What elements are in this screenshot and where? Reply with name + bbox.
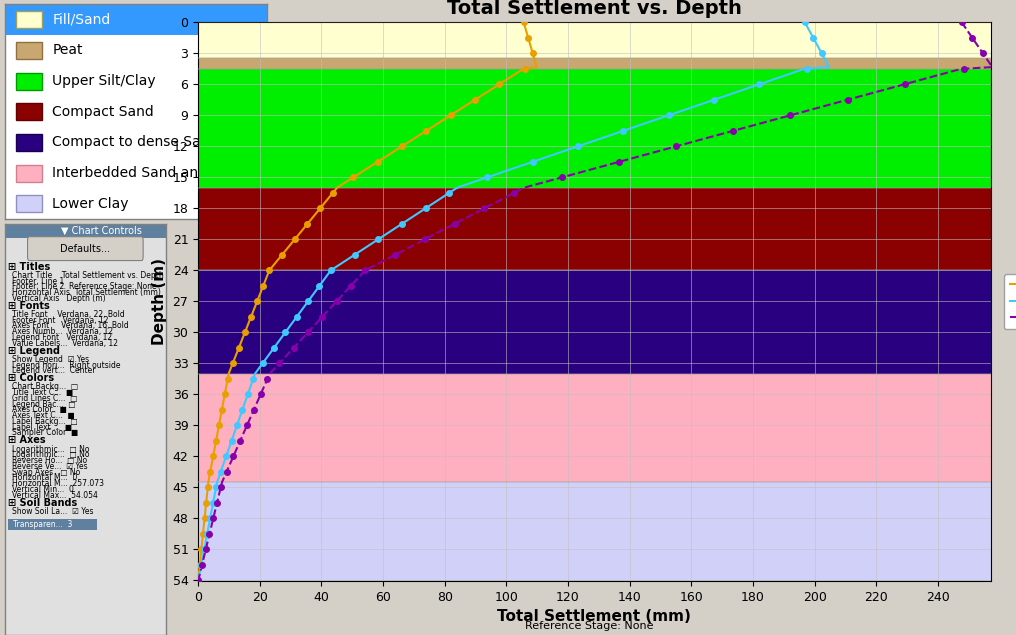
Text: Interbedded Sand and Silt: Interbedded Sand and Silt (52, 166, 234, 180)
Text: Chart Backg...  □: Chart Backg... □ (11, 382, 77, 391)
Text: Upper Silt/Clay: Upper Silt/Clay (52, 74, 155, 88)
Bar (198, 69, 991, 187)
Text: Legend vert...  Center: Legend vert... Center (11, 366, 96, 375)
Text: Vertical Axis   Depth (m): Vertical Axis Depth (m) (11, 294, 105, 303)
Bar (198, 374, 991, 482)
Text: Compact to dense Sand: Compact to dense Sand (52, 135, 218, 149)
Bar (5, 224, 166, 238)
Title: Total Settlement vs. Depth: Total Settlement vs. Depth (447, 0, 742, 18)
Text: Show Legend  ☑ Yes: Show Legend ☑ Yes (11, 355, 88, 364)
Bar (15, 42, 42, 59)
Y-axis label: Depth (m): Depth (m) (152, 258, 167, 345)
Text: ⊞ Soil Bands: ⊞ Soil Bands (8, 497, 77, 507)
Text: Horizontal M...  0: Horizontal M... 0 (11, 473, 77, 483)
Text: Legend Font   Verdana, 12: Legend Font Verdana, 12 (11, 333, 112, 342)
Text: Reverse Ho...  □ No: Reverse Ho... □ No (11, 456, 86, 465)
Text: Vertical Min...  0: Vertical Min... 0 (11, 485, 73, 494)
Bar (5, 4, 267, 35)
Bar (198, 271, 991, 374)
Text: ▼ Chart Controls: ▼ Chart Controls (61, 225, 142, 236)
Text: Label Text ...  ■: Label Text ... ■ (11, 423, 71, 432)
Text: ⊞ Fonts: ⊞ Fonts (8, 301, 50, 311)
Text: Axes Font     Verdana, 16, Bold: Axes Font Verdana, 16, Bold (11, 321, 128, 330)
Text: Logarithmic...  □ No: Logarithmic... □ No (11, 444, 89, 453)
Text: Legend hori...  Right outside: Legend hori... Right outside (11, 361, 120, 370)
Legend: Query Point 4 (Stage 4 = 7 mon), Query Point 4 (Stage 7 = 18 mon), Query Point 4: Query Point 4 (Stage 4 = 7 mon), Query P… (1004, 274, 1016, 329)
Text: Value Labels...  Verdana, 12: Value Labels... Verdana, 12 (11, 338, 118, 348)
Bar (15, 11, 42, 28)
Text: ⊞ Titles: ⊞ Titles (8, 262, 51, 272)
Text: Grid Lines C...  □: Grid Lines C... □ (11, 394, 77, 403)
Text: Horizontal Axis  Total Settlement (mm): Horizontal Axis Total Settlement (mm) (11, 288, 161, 297)
Text: Logarithmic...  □ No: Logarithmic... □ No (11, 450, 89, 459)
Text: Axes Numb...  Verdana, 12: Axes Numb... Verdana, 12 (11, 327, 113, 337)
Text: Legend Bac...  □: Legend Bac... □ (11, 399, 75, 409)
Text: Compact Sand: Compact Sand (52, 105, 154, 119)
Text: Footer, Line 2  Reference Stage: None: Footer, Line 2 Reference Stage: None (11, 283, 156, 291)
Text: Transparen...  3: Transparen... 3 (13, 520, 72, 529)
Text: Defaults...: Defaults... (60, 244, 111, 253)
Text: Footer, Line 1: Footer, Line 1 (11, 277, 64, 286)
Text: Axes Color   ■: Axes Color ■ (11, 405, 66, 415)
Text: Swap Axes   □ No: Swap Axes □ No (11, 467, 79, 476)
Text: ⊞ Axes: ⊞ Axes (8, 436, 46, 445)
Bar (15, 134, 42, 151)
Text: ⊞ Legend: ⊞ Legend (8, 345, 60, 356)
FancyBboxPatch shape (27, 237, 143, 260)
Text: Peat: Peat (52, 43, 82, 57)
Text: Lower Clay: Lower Clay (52, 197, 129, 211)
Text: ⊞ Colors: ⊞ Colors (8, 373, 55, 384)
Text: Axes Text C...  ■: Axes Text C... ■ (11, 411, 74, 420)
Text: Show Soil La...  ☑ Yes: Show Soil La... ☑ Yes (11, 507, 93, 516)
Bar (198, 22, 991, 58)
Bar (198, 482, 991, 581)
Bar (15, 104, 42, 120)
Text: Footer Font   Verdana, 12: Footer Font Verdana, 12 (11, 316, 108, 324)
Text: Sampler Color  ■: Sampler Color ■ (11, 429, 78, 438)
Text: Label Backg...  □: Label Backg... □ (11, 417, 77, 426)
Text: Title Text C...  ■: Title Text C... ■ (11, 388, 73, 397)
Bar (198, 58, 991, 69)
Text: Reverse Ve...  ☑ Yes: Reverse Ve... ☑ Yes (11, 462, 87, 471)
Bar (15, 72, 42, 90)
Text: Fill/Sand: Fill/Sand (52, 13, 111, 27)
Bar (198, 187, 991, 271)
X-axis label: Total Settlement (mm): Total Settlement (mm) (498, 610, 691, 624)
Bar (15, 196, 42, 212)
Bar (8, 519, 97, 530)
Bar (15, 164, 42, 182)
Text: Reference Stage: None: Reference Stage: None (525, 620, 653, 631)
Text: Chart Title    Total Settlement vs. Depth: Chart Title Total Settlement vs. Depth (11, 271, 164, 280)
Text: Vertical Max...  54.054: Vertical Max... 54.054 (11, 491, 98, 500)
Text: Title Font    Verdana, 22, Bold: Title Font Verdana, 22, Bold (11, 310, 124, 319)
Text: Horizontal M...  257.073: Horizontal M... 257.073 (11, 479, 104, 488)
